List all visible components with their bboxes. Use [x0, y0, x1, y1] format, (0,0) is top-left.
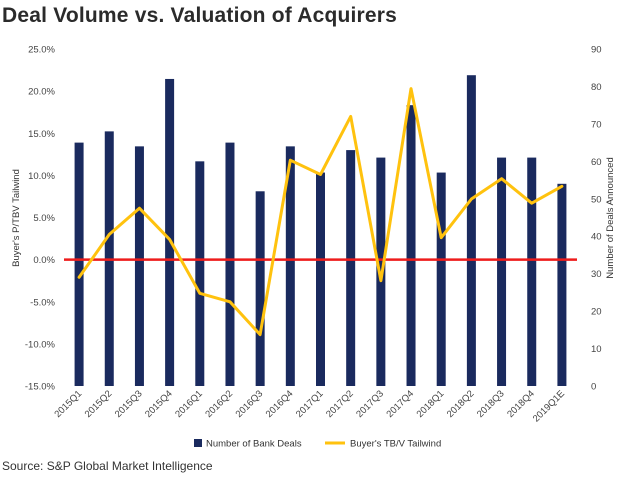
- right-tick-label: 60: [591, 157, 602, 168]
- left-tick-label: 25.0%: [28, 45, 55, 56]
- legend: Number of Bank Deals Buyer's TB/V Tailwi…: [194, 439, 441, 450]
- right-tick-label: 90: [591, 45, 602, 56]
- legend-swatch-bars: [194, 439, 202, 447]
- left-tick-label: 0.0%: [33, 255, 55, 266]
- bar-2016Q4: [285, 146, 295, 386]
- left-axis-ticks: 25.0% 20.0% 15.0% 10.0% 5.0% 0.0% -5.0% -10.0% -…: [25, 45, 56, 393]
- bar-2018Q4: [527, 157, 537, 386]
- right-tick-label: 70: [591, 119, 602, 130]
- left-tick-label: 5.0%: [33, 213, 55, 224]
- bar-2016Q2: [225, 142, 235, 386]
- legend-label-bars: Number of Bank Deals: [206, 439, 302, 450]
- left-tick-label: -15.0%: [25, 382, 56, 393]
- x-tick-label: 2017Q1: [294, 388, 326, 420]
- x-tick-label: 2016Q4: [264, 388, 296, 420]
- left-tick-label: -5.0%: [30, 297, 55, 308]
- x-tick-label: 2018Q1: [415, 388, 447, 420]
- bar-2017Q1: [316, 172, 325, 386]
- right-tick-label: 30: [591, 269, 602, 280]
- x-tick-label: 2016Q2: [203, 388, 235, 420]
- legend-label-line: Buyer's TB/V Tailwind: [350, 439, 441, 450]
- bar-2018Q1: [436, 172, 446, 386]
- x-tick-label: 2018Q3: [475, 388, 507, 420]
- bar-2017Q2: [346, 150, 356, 386]
- x-tick-label: 2015Q1: [53, 388, 85, 420]
- source-note: Source: S&P Global Market Intelligence: [2, 459, 213, 473]
- x-tick-label: 2017Q2: [324, 388, 356, 420]
- bar-2018Q2: [466, 75, 476, 386]
- bar-series: [74, 75, 567, 387]
- left-tick-label: 10.0%: [28, 171, 55, 182]
- right-tick-label: 20: [591, 307, 602, 318]
- bar-2019Q1E: [557, 183, 567, 386]
- left-axis-title: Buyer's P/TBV Tailwind: [11, 169, 22, 267]
- right-tick-label: 80: [591, 82, 602, 93]
- right-axis-title: Number of Deals Announced: [605, 157, 616, 278]
- x-tick-label: 2015Q3: [113, 388, 145, 420]
- right-tick-label: 40: [591, 232, 602, 243]
- bar-2015Q4: [165, 78, 175, 386]
- bar-2016Q3: [255, 191, 265, 386]
- right-tick-label: 0: [591, 382, 596, 393]
- x-tick-label: 2019Q1E: [531, 388, 567, 424]
- bar-2015Q3: [134, 146, 144, 386]
- right-axis-ticks: 90 80 70 60 50 40 30 20 10 0: [591, 45, 602, 393]
- x-tick-label: 2016Q1: [173, 388, 205, 420]
- bar-2015Q1: [74, 142, 84, 386]
- x-tick-label: 2017Q3: [354, 388, 386, 420]
- left-tick-label: -10.0%: [25, 339, 56, 350]
- x-tick-label: 2018Q2: [445, 388, 477, 420]
- x-tick-label: 2015Q2: [83, 388, 115, 420]
- bar-2017Q4: [406, 105, 416, 387]
- right-tick-label: 50: [591, 194, 602, 205]
- chart-title: Deal Volume vs. Valuation of Acquirers: [2, 4, 398, 27]
- x-tick-label: 2017Q4: [384, 388, 416, 420]
- bar-2018Q3: [497, 157, 507, 386]
- left-tick-label: 20.0%: [28, 87, 55, 98]
- x-axis-ticks: 2015Q12015Q22015Q32015Q42016Q12016Q22016…: [53, 388, 568, 424]
- x-tick-label: 2016Q3: [234, 388, 266, 420]
- line-series: [77, 87, 564, 337]
- bar-2016Q1: [195, 161, 205, 386]
- right-tick-label: 10: [591, 344, 602, 355]
- x-tick-label: 2015Q4: [143, 388, 175, 420]
- left-tick-label: 15.0%: [28, 129, 55, 140]
